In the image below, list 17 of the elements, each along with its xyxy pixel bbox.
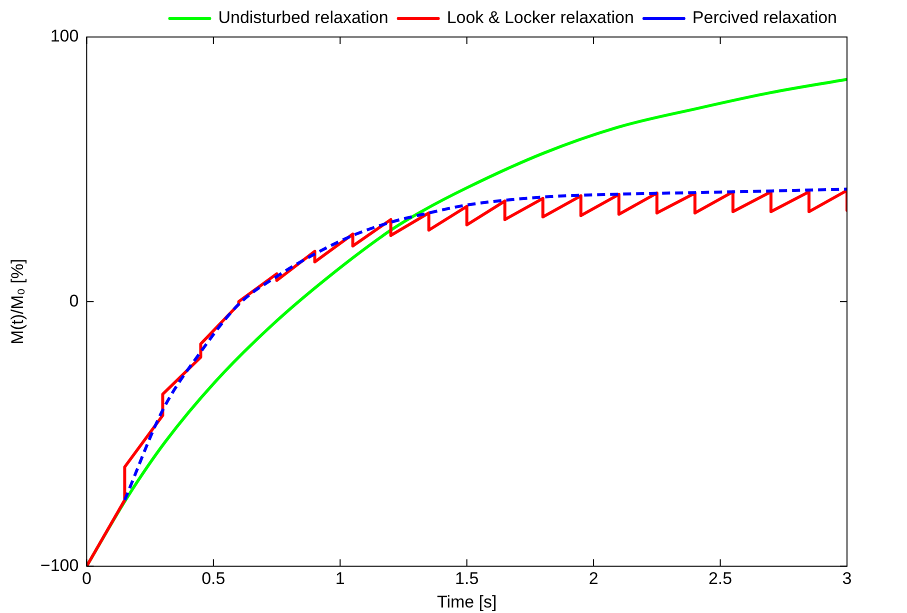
legend-label: Look & Locker relaxation bbox=[446, 8, 634, 28]
x-axis-title: Time [s] bbox=[436, 592, 497, 612]
y-tick-label: 0 bbox=[69, 291, 79, 310]
x-tick-label: 1 bbox=[335, 569, 345, 588]
y-tick-label: −100 bbox=[40, 556, 79, 575]
legend-label: Percived relaxation bbox=[692, 8, 838, 28]
line-series bbox=[86, 78, 847, 566]
y-tick-label: 100 bbox=[50, 26, 79, 46]
x-tick-label: 2.5 bbox=[708, 569, 732, 588]
x-tick-label: 1.5 bbox=[455, 569, 479, 588]
line-series bbox=[123, 188, 847, 502]
x-tick-label: 0 bbox=[82, 569, 92, 588]
x-tick-label: 3 bbox=[842, 569, 852, 588]
x-tick-label: 0.5 bbox=[202, 569, 226, 588]
legend-label: Undisturbed relaxation bbox=[218, 8, 388, 28]
x-tick-label: 2 bbox=[588, 569, 598, 588]
y-axis-title: M(t)/M₀ [%] bbox=[8, 258, 27, 344]
